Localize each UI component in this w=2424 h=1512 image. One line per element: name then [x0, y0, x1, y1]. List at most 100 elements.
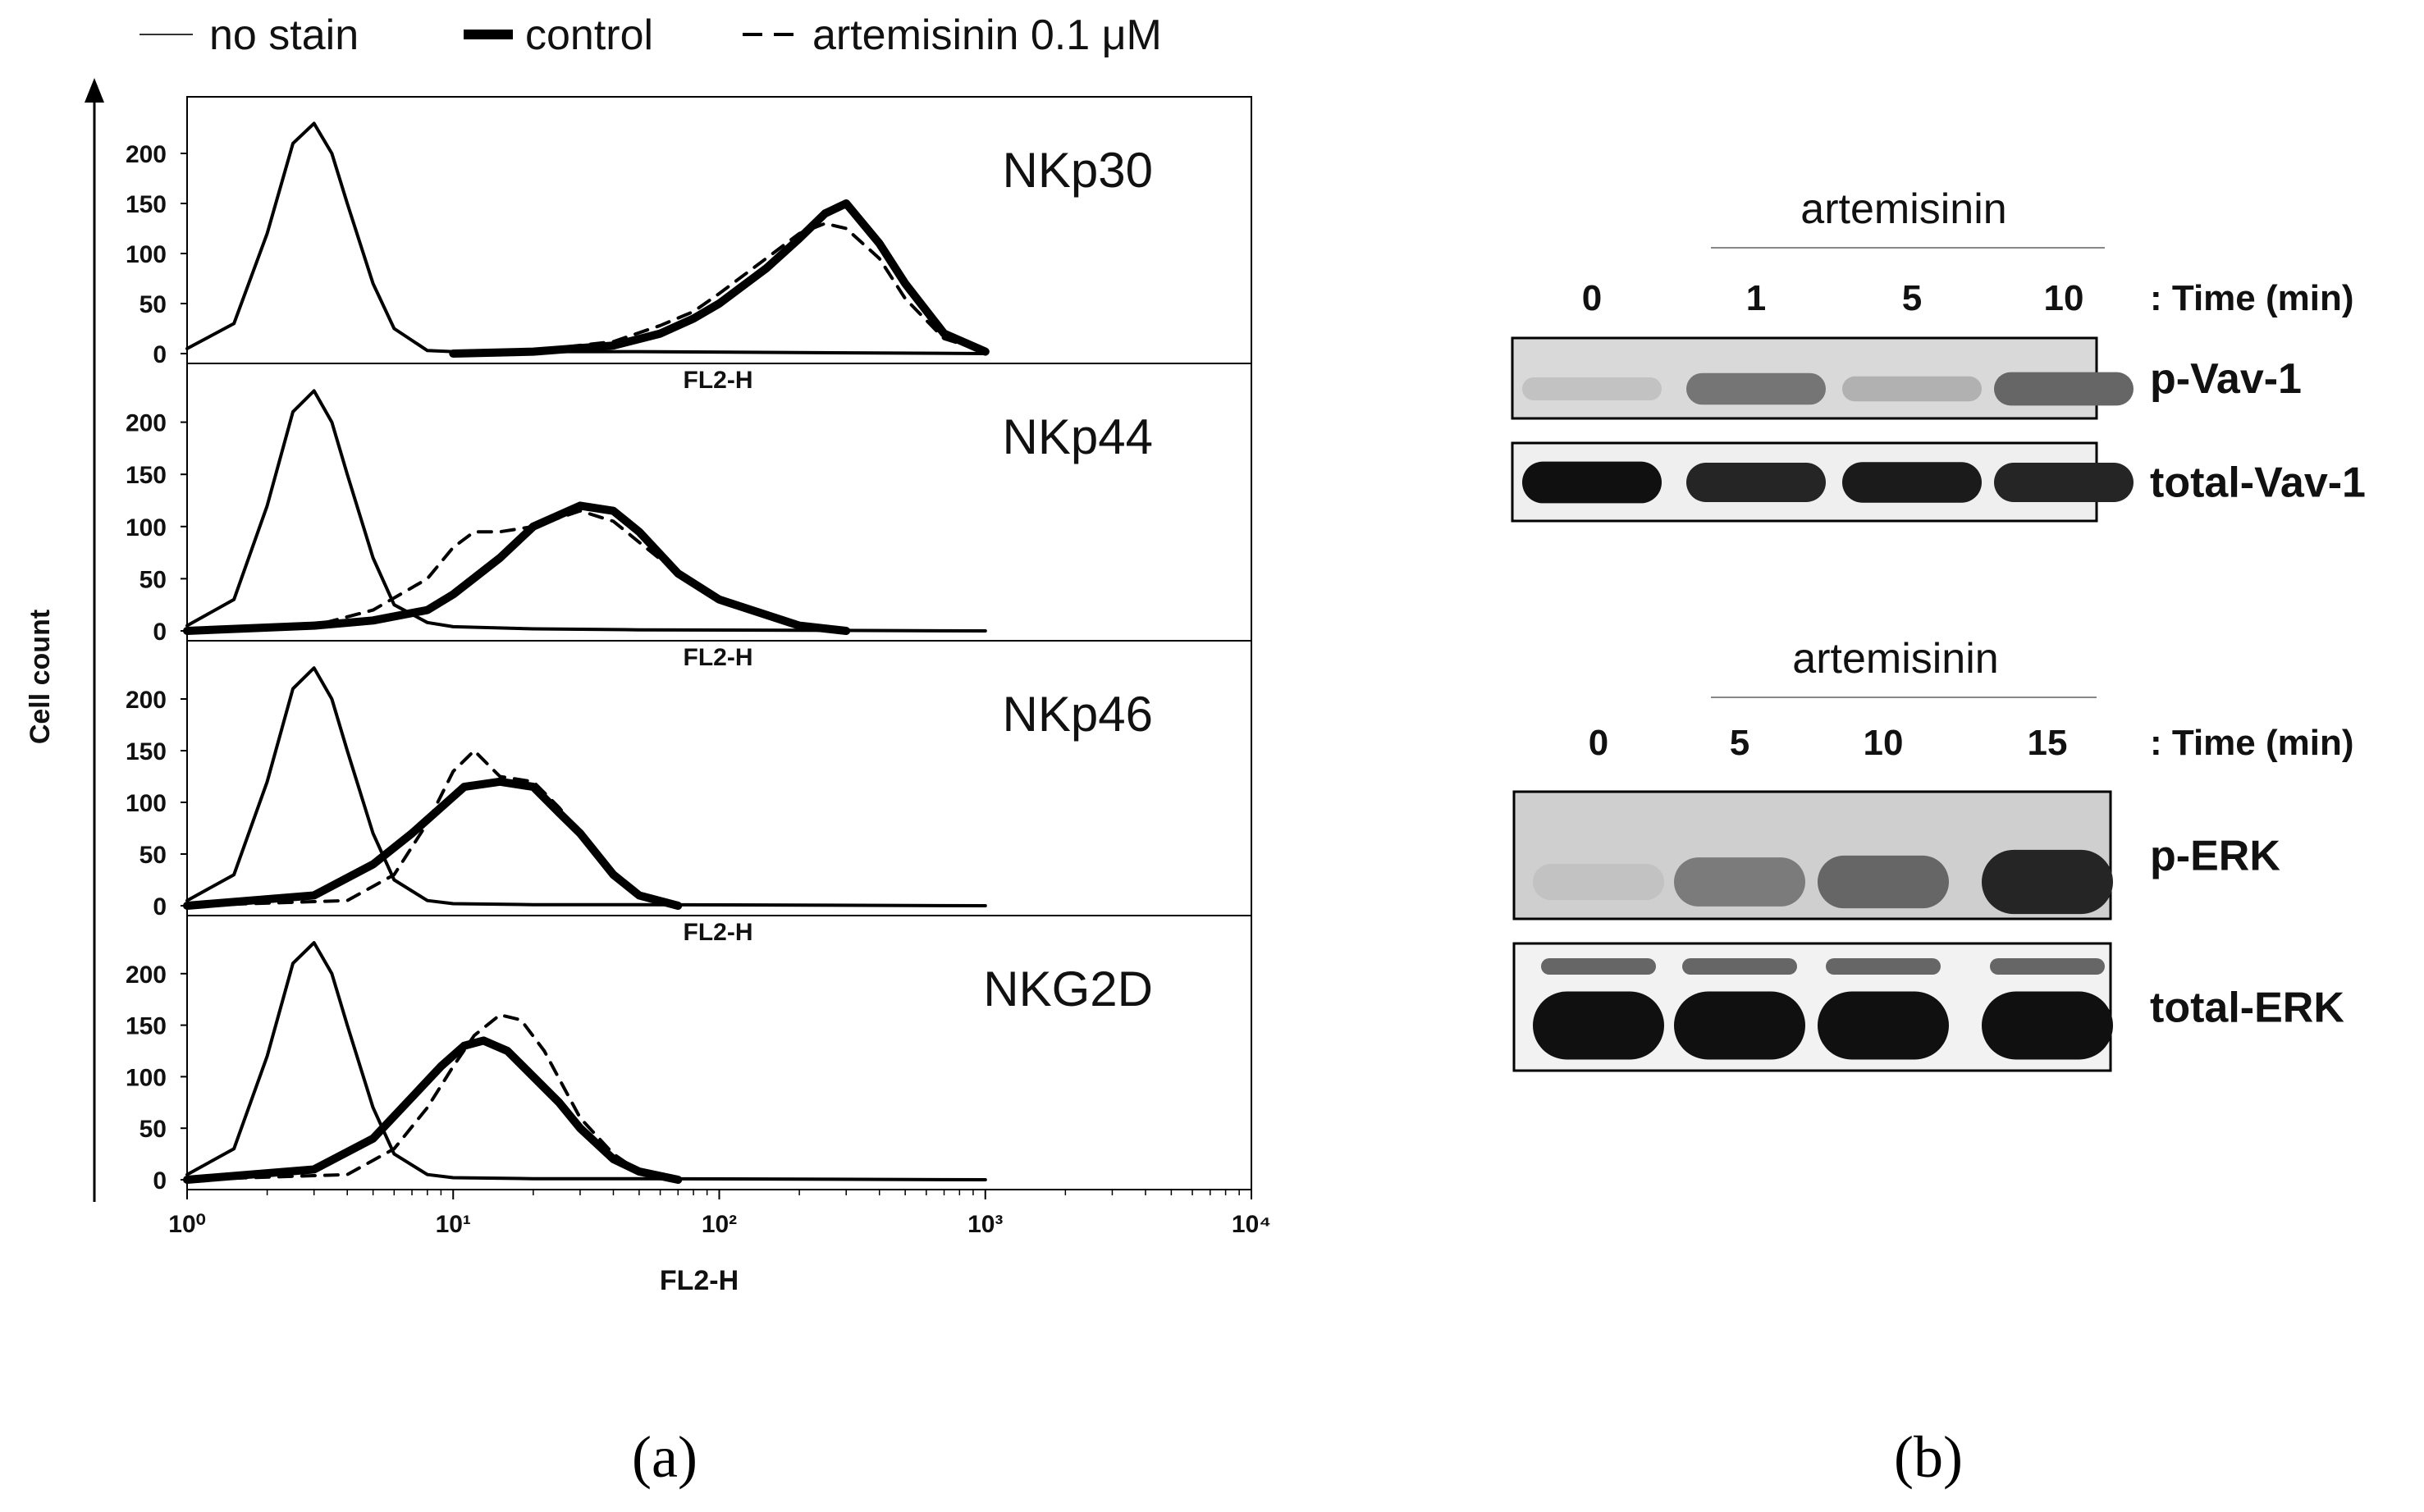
blot-row-total-vav-1: total-Vav-1 — [1511, 441, 2366, 523]
x-axis-label: FL2-H — [660, 1265, 739, 1296]
series-line-dashed — [451, 222, 987, 355]
y-tick-label: 200 — [126, 687, 167, 714]
histogram-panel-nkp30: 0 50 100 150 200 NKp30 — [126, 96, 1252, 368]
series-line-dashed — [185, 749, 680, 907]
band — [1533, 991, 1664, 1060]
y-axis-arrowhead — [85, 78, 104, 103]
blot-row-p-vav-1: p-Vav-1 — [1511, 336, 2302, 420]
time-label: 1 — [1746, 278, 1766, 318]
marker-label-nkp44: NKp44 — [1003, 409, 1153, 464]
y-tick-label: 0 — [153, 1167, 167, 1195]
blot-row-label: p-ERK — [2150, 833, 2280, 880]
legend: no stain control artemisinin 0.1 μM — [139, 11, 1162, 59]
y-tick-label: 100 — [126, 241, 167, 268]
y-tick-label: 200 — [126, 141, 167, 168]
band-upper — [1990, 958, 2105, 975]
band — [1842, 462, 1982, 503]
time-label: 10 — [2044, 278, 2084, 318]
y-tick-label: 200 — [126, 410, 167, 437]
marker-label-nkp46: NKp46 — [1003, 687, 1153, 742]
legend-label-no-stain: no stain — [209, 11, 359, 59]
y-tick-label: 0 — [153, 893, 167, 920]
band — [1522, 461, 1662, 504]
blot-row-label: p-Vav-1 — [2150, 355, 2302, 403]
inner-x-label: FL2-H — [684, 644, 753, 671]
series-line-thin — [185, 666, 987, 907]
series-line-thick — [183, 501, 851, 635]
panel-a-label: (a) — [632, 1424, 697, 1490]
series-line-thick — [449, 199, 990, 358]
series-line-dashed — [185, 1013, 680, 1181]
histogram-panel-nkp44: 0 50 100 150 200 NKp44 FL2-H — [126, 363, 1252, 646]
y-tick-label: 200 — [126, 962, 167, 989]
time-unit-label: : Time (min) — [2150, 278, 2354, 318]
time-label: 10 — [1864, 723, 1904, 763]
panel-a: Cell count 0 50 100 150 200 NKp30 0 50 100 150 200… — [25, 78, 1271, 1490]
band — [1533, 863, 1664, 901]
blot-erk: artemisinin 0 5 10 15 : Time (min) p-ERK total-… — [1512, 635, 2354, 1072]
x-tick-label: 10⁰ — [168, 1211, 205, 1238]
y-tick-label: 0 — [153, 619, 167, 646]
series-line-dashed — [185, 509, 848, 633]
time-label: 5 — [1730, 723, 1749, 763]
legend-label-control: control — [525, 11, 653, 59]
x-axis-ticks: 10⁰ 10¹ 10² 10³ 10⁴ — [168, 1190, 1271, 1238]
y-tick-label: 50 — [139, 566, 167, 593]
y-tick-label: 100 — [126, 514, 167, 541]
time-unit-label: : Time (min) — [2150, 723, 2354, 763]
marker-label-nkg2d: NKG2D — [983, 962, 1153, 1016]
blot-vav: artemisinin 0 1 5 10 : Time (min) p-Vav-1 total… — [1511, 185, 2366, 523]
band — [1818, 855, 1949, 909]
histogram-panel-nkp46: 0 50 100 150 200 NKp46 FL2-H — [126, 640, 1252, 920]
y-tick-label: 50 — [139, 842, 167, 869]
x-tick-label: 10³ — [967, 1211, 1003, 1238]
y-tick-label: 0 — [153, 341, 167, 368]
band-upper — [1682, 958, 1797, 975]
x-tick-label: 10² — [702, 1211, 737, 1238]
y-tick-label: 150 — [126, 738, 167, 765]
inner-x-label: FL2-H — [684, 919, 753, 946]
band — [1674, 857, 1805, 907]
plot-frame — [186, 96, 1252, 364]
legend-label-artemisinin: artemisinin 0.1 μM — [812, 11, 1162, 59]
series-line-thin — [185, 389, 987, 633]
y-tick-label: 150 — [126, 191, 167, 218]
band — [1994, 463, 2134, 502]
y-tick-label: 100 — [126, 790, 167, 817]
blot-row-total-erk: total-ERK — [1512, 942, 2344, 1072]
band — [1674, 991, 1805, 1060]
blot-row-p-erk: p-ERK — [1512, 790, 2280, 920]
blot-row-label: total-ERK — [2150, 984, 2344, 1032]
band — [1842, 376, 1982, 402]
time-label: 15 — [2028, 723, 2068, 763]
y-tick-label: 100 — [126, 1064, 167, 1091]
band — [1994, 372, 2134, 406]
y-tick-label: 150 — [126, 1013, 167, 1040]
band-upper — [1826, 958, 1941, 975]
y-axis-label: Cell count — [25, 610, 56, 744]
y-tick-label: 50 — [139, 291, 167, 318]
series-line-thin — [185, 941, 987, 1181]
band — [1686, 372, 1826, 405]
x-tick-label: 10¹ — [436, 1211, 471, 1238]
inner-x-label: FL2-H — [684, 367, 753, 394]
marker-label-nkp30: NKp30 — [1003, 143, 1153, 198]
histogram-panel-nkg2d: 0 50 100 150 200 NKG2D FL2-H — [126, 915, 1252, 1195]
series-line-thin — [185, 121, 987, 355]
blot-row-label: total-Vav-1 — [2150, 459, 2366, 507]
x-tick-label: 10⁴ — [1232, 1211, 1271, 1238]
band — [1982, 991, 2113, 1060]
series-line-thick — [183, 1036, 683, 1184]
band — [1982, 849, 2113, 915]
time-label: 0 — [1589, 723, 1608, 763]
time-label: 5 — [1902, 278, 1922, 318]
band — [1522, 377, 1662, 401]
band — [1686, 463, 1826, 502]
time-label: 0 — [1582, 278, 1602, 318]
treatment-label: artemisinin — [1800, 185, 2006, 233]
treatment-label: artemisinin — [1792, 635, 1998, 683]
band-upper — [1541, 958, 1656, 975]
